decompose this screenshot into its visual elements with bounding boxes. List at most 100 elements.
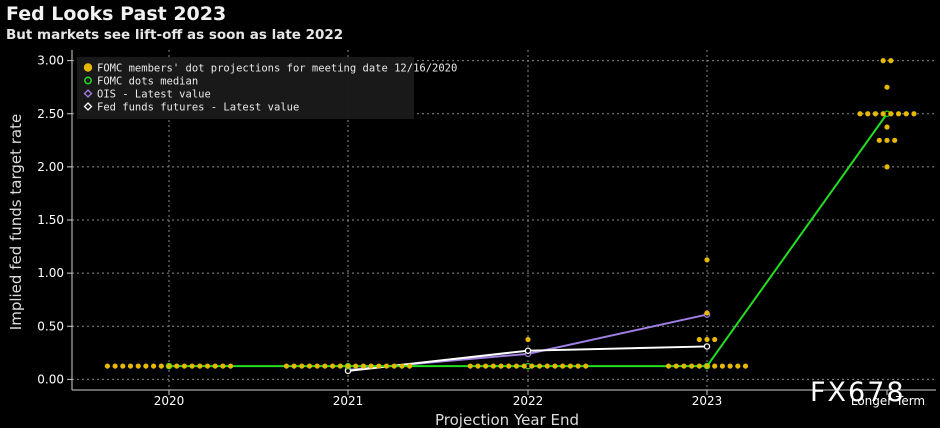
chart-title: Fed Looks Past 2023	[6, 3, 227, 25]
fomc-member-dot	[681, 363, 687, 369]
fomc-member-dot	[888, 58, 894, 64]
fomc-member-dot	[876, 137, 882, 143]
fomc-member-dot	[174, 363, 180, 369]
fomc-member-dot	[360, 363, 366, 369]
x-tick-label: 2022	[513, 394, 544, 408]
fomc-member-dot	[291, 363, 297, 369]
fomc-member-dot	[299, 363, 305, 369]
fomc-member-dot	[513, 363, 520, 369]
fomc-member-dot	[189, 363, 195, 369]
legend: FOMC members' dot projections for meetin…	[77, 57, 457, 119]
fomc-member-dot	[865, 111, 871, 117]
y-tick-label: 0.50	[37, 319, 64, 333]
fomc-member-dot	[903, 111, 909, 117]
fomc-member-dot	[567, 363, 573, 369]
fomc-member-dot	[552, 363, 558, 369]
fomc-member-dot	[704, 363, 710, 369]
fomc-member-dot	[544, 363, 550, 369]
fomc-member-dot	[536, 363, 543, 369]
fomc-member-dot	[857, 111, 863, 117]
fomc-member-dot	[399, 363, 405, 369]
fomc-member-dot	[330, 363, 336, 369]
fomc-member-dot	[884, 164, 890, 170]
fomc-member-dot	[151, 363, 157, 369]
x-tick-label: 2020	[154, 394, 185, 408]
legend-median-marker	[84, 76, 92, 85]
fomc-member-dot	[884, 137, 890, 143]
fomc-member-dot	[712, 363, 718, 369]
fomc-member-dot	[467, 363, 473, 369]
fomc-member-dot	[506, 363, 512, 369]
fomc-member-dot	[345, 363, 351, 369]
x-axis-label: Projection Year End	[435, 411, 579, 428]
fomc-member-dot	[872, 111, 879, 117]
fomc-member-dot	[880, 111, 886, 117]
fomc-member-dot	[521, 363, 527, 369]
y-tick-label: 3.00	[37, 54, 64, 68]
series-point-fed	[703, 343, 711, 350]
fomc-member-dot	[220, 363, 226, 369]
y-tick-label: 2.50	[37, 107, 64, 121]
fomc-member-dot	[228, 363, 234, 369]
legend-label: Fed funds futures - Latest value	[97, 102, 299, 114]
fomc-member-dot	[704, 257, 710, 263]
axes: 0.00 0.50 1.00 1.50 2.00 2.50 3.00 2020 2021 2022…	[37, 50, 936, 408]
x-tick-label: 2021	[333, 394, 364, 408]
fomc-member-dot	[391, 363, 397, 369]
legend-ois-marker	[83, 89, 93, 98]
fomc-member-dot	[135, 363, 141, 369]
fomc-member-dot	[407, 363, 413, 369]
fomc-member-dot	[689, 363, 695, 369]
fomc-member-dot	[490, 363, 496, 369]
y-tick-label: 0.00	[37, 372, 64, 386]
fomc-member-dot	[368, 363, 374, 369]
series-dots	[104, 58, 917, 369]
legend-label: FOMC members' dot projections for meetin…	[97, 63, 457, 75]
fomc-member-dot	[665, 363, 672, 369]
fomc-member-dot	[560, 363, 566, 369]
fomc-member-dot	[583, 363, 589, 369]
fomc-member-dot	[673, 363, 679, 369]
fomc-member-dot	[353, 363, 359, 369]
fomc-member-dot	[158, 363, 164, 369]
fomc-member-dot	[498, 363, 504, 369]
fomc-member-dot	[911, 111, 917, 117]
fomc-member-dot	[383, 363, 390, 369]
legend-box	[77, 57, 414, 119]
fomc-member-dot	[525, 336, 531, 343]
fomc-member-dot	[120, 363, 126, 369]
y-tick-label: 1.00	[37, 266, 64, 280]
fomc-member-dot	[880, 58, 886, 64]
fomc-member-dot	[197, 363, 203, 369]
fomc-member-dot	[696, 363, 702, 369]
fomc-member-dot	[696, 336, 702, 343]
fomc-member-dot	[529, 363, 535, 369]
legend-label: FOMC dots median	[97, 76, 198, 88]
fomc-member-dot	[735, 363, 741, 369]
series-point-fed	[524, 347, 532, 354]
fomc-member-dot	[742, 363, 749, 369]
y-tick-label: 2.00	[37, 160, 64, 174]
legend-futures-marker	[83, 102, 93, 111]
legend-label: OIS - Latest value	[97, 89, 211, 101]
fomc-member-dot	[283, 363, 289, 369]
chart-subtitle: But markets see lift-off as soon as late…	[6, 27, 344, 43]
fomc-member-dot	[306, 363, 313, 369]
fomc-member-dot	[104, 363, 110, 369]
fomc-member-dot	[712, 336, 718, 343]
fomc-member-dot	[719, 363, 726, 369]
fomc-member-dot	[376, 363, 382, 369]
fomc-member-dot	[212, 363, 218, 369]
fomc-member-dot	[127, 363, 134, 369]
fomc-member-dot	[895, 111, 902, 117]
fomc-member-dot	[884, 84, 890, 90]
fomc-member-dot	[166, 363, 172, 369]
fomc-member-dot	[322, 363, 328, 369]
y-tick-label: 1.50	[37, 213, 64, 227]
fomc-member-dot	[704, 336, 710, 343]
y-axis-label: Implied fed funds target rate	[7, 114, 25, 330]
watermark: FX678	[810, 377, 906, 408]
fomc-member-dot	[888, 111, 894, 117]
fomc-member-dot	[884, 124, 890, 130]
